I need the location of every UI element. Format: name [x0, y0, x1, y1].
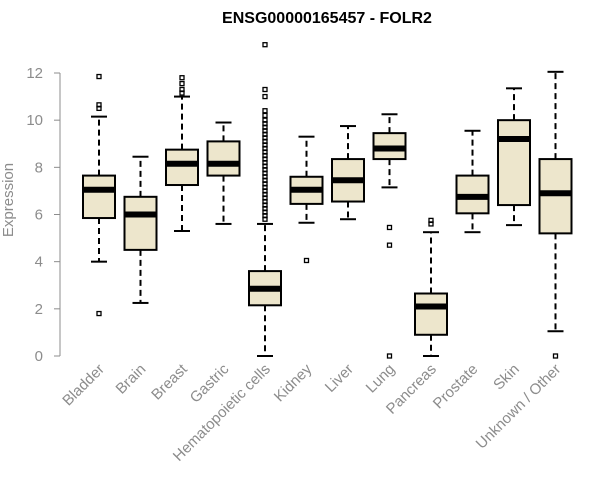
y-axis: 0 2 4 6 8 10 12	[26, 65, 61, 365]
box-group	[82, 73, 116, 317]
outlier-point	[262, 112, 268, 119]
outlier-point	[96, 102, 102, 108]
outlier-point	[262, 117, 268, 123]
y-tick-label: 2	[35, 301, 43, 318]
box-group	[123, 155, 158, 304]
y-tick-label: 12	[26, 65, 43, 82]
outlier-point	[179, 80, 185, 87]
outlier-point	[386, 242, 393, 248]
outlier-point	[262, 86, 268, 93]
iqr-box	[414, 292, 448, 336]
iqr-box	[497, 119, 531, 207]
outlier-point	[179, 86, 185, 93]
box-group	[331, 125, 365, 221]
y-tick-label: 0	[35, 348, 43, 365]
outlier-point	[303, 257, 310, 264]
outlier-point	[96, 73, 102, 80]
x-category-label: Prostate	[430, 361, 482, 413]
outlier-point	[262, 108, 268, 114]
boxes	[82, 42, 573, 359]
iqr-box	[82, 174, 116, 220]
y-tick-label: 6	[35, 207, 43, 224]
y-axis-label: Expression	[0, 163, 17, 237]
box-group	[372, 113, 407, 359]
outlier-point	[428, 217, 434, 224]
box-group	[206, 121, 241, 225]
x-category-label: Breast	[148, 360, 191, 403]
outlier-point	[262, 93, 268, 100]
x-category-label: Kidney	[271, 360, 316, 405]
box-group	[165, 75, 199, 233]
y-tick-label: 4	[35, 254, 43, 271]
x-category-label: Bladder	[59, 361, 108, 410]
outlier-point	[552, 353, 559, 359]
outlier-point	[386, 353, 393, 359]
x-category-label: Brain	[113, 361, 150, 398]
iqr-box	[165, 148, 199, 187]
box-group	[538, 70, 573, 359]
outlier-point	[386, 224, 393, 231]
chart-title: ENSG00000165457 - FOLR2	[222, 10, 432, 27]
x-category-label: Lung	[363, 361, 399, 397]
box-group	[414, 217, 448, 357]
box-group	[455, 129, 490, 234]
iqr-box	[123, 195, 158, 251]
outlier-point	[96, 310, 102, 317]
box-group	[289, 135, 324, 264]
y-tick-label: 10	[26, 112, 43, 129]
box-group	[248, 42, 282, 357]
outlier-point	[262, 42, 268, 48]
y-tick-label: 8	[35, 159, 43, 176]
x-category-label: Skin	[490, 361, 523, 394]
outlier-point	[179, 75, 185, 81]
iqr-box	[206, 140, 241, 177]
box-group	[497, 87, 531, 227]
x-category-label: Liver	[322, 361, 357, 396]
